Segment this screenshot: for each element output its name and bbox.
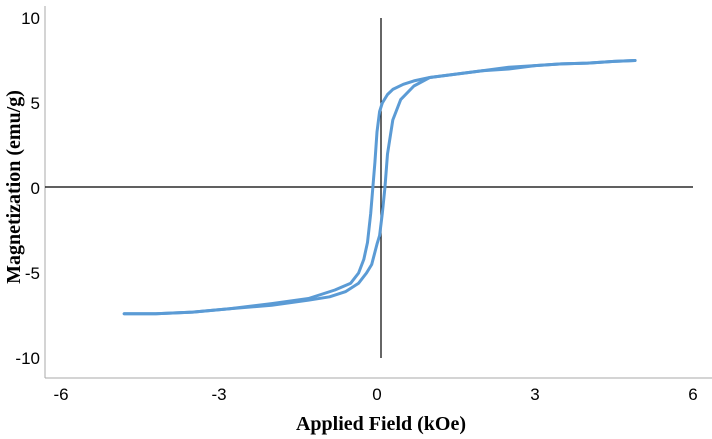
- y-tick-label: -10: [15, 349, 40, 368]
- hysteresis-loop: [122, 59, 637, 316]
- y-tick-label: 10: [21, 9, 40, 28]
- y-tick-label: 5: [31, 94, 40, 113]
- y-axis-title: Magnetization (emu/g): [3, 90, 25, 284]
- x-tick-label: 6: [688, 385, 697, 404]
- descending-branch-line: [122, 59, 637, 316]
- x-tick-label: 3: [530, 385, 539, 404]
- x-tick-label: -3: [211, 385, 226, 404]
- x-tick-labels: -6 -3 0 3 6: [53, 385, 697, 404]
- y-tick-labels: -10 -5 0 5 10: [15, 9, 40, 368]
- x-tick-label: 0: [372, 385, 381, 404]
- y-tick-label: -5: [25, 264, 40, 283]
- x-axis-title: Applied Field (kOe): [296, 413, 466, 435]
- x-tick-label: -6: [53, 385, 68, 404]
- y-tick-label: 0: [31, 179, 40, 198]
